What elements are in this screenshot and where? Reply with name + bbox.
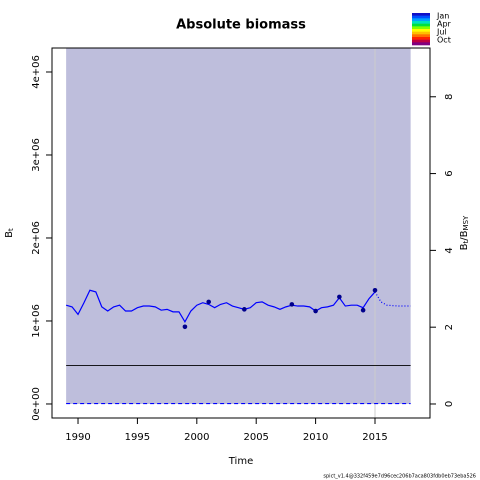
season-swatch [412,13,430,16]
x-tick-label: 2005 [243,432,268,443]
y2-axis-label: Bt/BMSY [459,215,470,250]
x-tick-label: 2000 [184,432,209,443]
y-label-sub: t [7,228,15,231]
footer: spict_v1.4@332f459e7d96cec206b7aca803fdb… [323,474,476,480]
season-label: Jul [436,28,447,37]
observation-point [313,308,318,314]
y2-label-mid: /B [459,230,470,240]
y2-tick-label: 6 [444,170,455,176]
observation-point [182,324,188,330]
season-swatch [412,37,430,40]
y2-label-sub: t [462,240,470,243]
season-swatch [412,23,430,27]
y-label-main: B [4,231,15,238]
y2-label-sub2: MSY [462,215,470,230]
season-swatch [412,34,430,38]
season-label: Oct [437,36,451,45]
y-tick-label: 4e+06 [31,55,42,89]
y2-tick-label: 2 [444,324,455,330]
y-tick-label: 3e+06 [31,138,42,172]
x-tick-label: 2015 [362,432,387,443]
x-tick-label: 2010 [303,432,328,443]
y2-tick-label: 4 [444,247,455,253]
season-swatch [412,15,430,19]
y-tick-label: 2e+06 [31,221,42,255]
observation-point [360,307,366,313]
season-swatch [412,26,430,30]
observation-point [337,294,342,300]
observation-point [242,307,247,312]
ci-band [66,48,411,404]
season-swatch [412,42,430,46]
y2-tick-label: 8 [444,94,455,100]
x-axis-label: Time [228,456,253,467]
season-label: Jan [436,12,449,21]
y2-label-main: B [459,243,470,250]
estimate-line [65,289,376,324]
forecast-line [374,291,411,307]
plot-frame [51,47,431,419]
y-axis-label: Bt [4,228,15,238]
chart-title: Absolute biomass [176,18,306,33]
season-swatch [412,39,430,43]
x-tick-label: 1990 [65,432,90,443]
plot-area [65,48,411,418]
season-swatch [412,31,430,35]
season-label: Apr [437,20,452,29]
y-tick-label: 0e+00 [31,387,42,421]
x-tick-label: 1995 [125,432,150,443]
season-swatch [412,21,430,24]
season-swatch [412,29,430,32]
y2-tick-label: 0 [444,401,455,407]
y-tick-label: 1e+06 [31,304,42,338]
observation-point [372,287,378,293]
season-swatch [412,18,430,22]
observation-point [289,302,295,307]
observation-point [206,299,211,305]
